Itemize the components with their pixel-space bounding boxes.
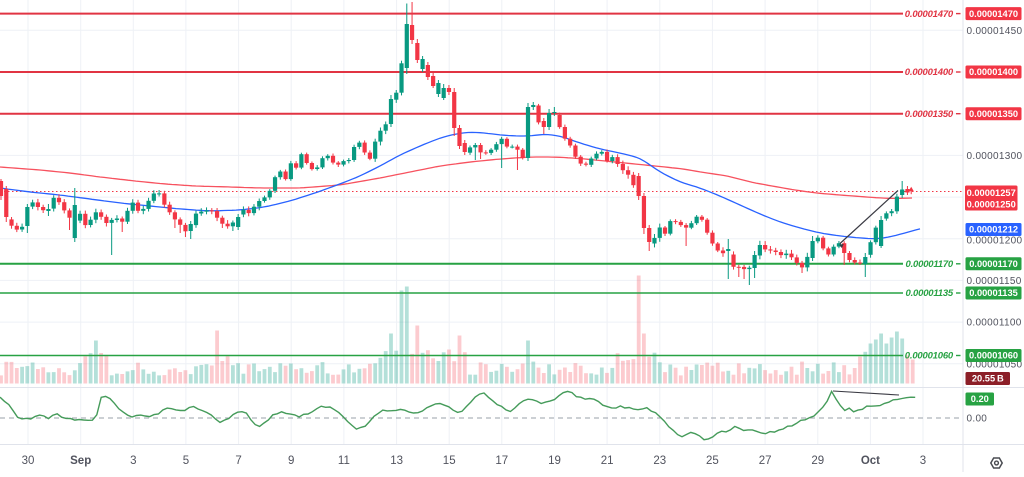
- svg-text:25: 25: [706, 455, 719, 467]
- svg-text:0.00001050: 0.00001050: [967, 360, 1023, 371]
- svg-text:0.00001212: 0.00001212: [969, 225, 1018, 235]
- svg-text:0.00001100: 0.00001100: [967, 318, 1022, 329]
- svg-text:0.00001250: 0.00001250: [967, 199, 1016, 209]
- svg-text:9: 9: [288, 455, 294, 467]
- svg-text:Sep: Sep: [70, 455, 91, 467]
- svg-text:13: 13: [390, 455, 403, 467]
- svg-text:20.55 B: 20.55 B: [972, 374, 1004, 384]
- svg-text:7: 7: [235, 455, 241, 467]
- svg-text:0.00001170: 0.00001170: [969, 259, 1018, 269]
- svg-text:0.00001400: 0.00001400: [905, 67, 954, 78]
- svg-text:5: 5: [183, 455, 189, 467]
- svg-text:11: 11: [338, 455, 350, 467]
- svg-text:0.00001470: 0.00001470: [969, 9, 1018, 19]
- svg-text:0.00001060: 0.00001060: [905, 351, 954, 362]
- svg-text:15: 15: [443, 455, 456, 467]
- svg-text:0.00001150: 0.00001150: [967, 276, 1022, 287]
- svg-text:0.00001135: 0.00001135: [906, 288, 954, 299]
- svg-text:0.00001300: 0.00001300: [967, 151, 1023, 162]
- svg-text:0.00: 0.00: [967, 414, 988, 425]
- svg-text:0.00001200: 0.00001200: [967, 236, 1023, 247]
- svg-text:30: 30: [22, 455, 35, 467]
- svg-text:3: 3: [130, 455, 136, 467]
- svg-text:21: 21: [601, 455, 614, 467]
- svg-text:0.00001135: 0.00001135: [969, 288, 1018, 298]
- svg-text:0.00001450: 0.00001450: [967, 26, 1023, 37]
- svg-text:29: 29: [811, 455, 824, 467]
- svg-text:0.00001350: 0.00001350: [905, 109, 954, 120]
- svg-text:Oct: Oct: [861, 455, 880, 467]
- svg-text:0.00001350: 0.00001350: [969, 109, 1018, 119]
- svg-text:3: 3: [920, 455, 926, 467]
- svg-text:0.00001170: 0.00001170: [906, 259, 954, 270]
- svg-text:19: 19: [548, 455, 561, 467]
- svg-text:0.00001400: 0.00001400: [969, 67, 1018, 77]
- svg-text:27: 27: [759, 455, 772, 467]
- svg-text:0.00001470: 0.00001470: [905, 9, 954, 20]
- svg-text:0.20: 0.20: [971, 394, 989, 404]
- svg-text:0.00001060: 0.00001060: [969, 351, 1018, 361]
- svg-text:17: 17: [495, 455, 508, 467]
- svg-text:0.00001257: 0.00001257: [967, 188, 1016, 198]
- svg-text:23: 23: [653, 455, 666, 467]
